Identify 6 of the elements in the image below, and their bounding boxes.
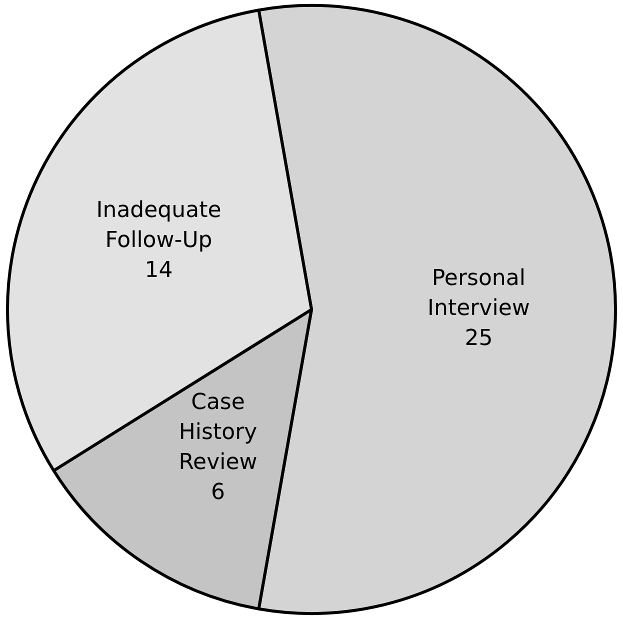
data-label: 6 xyxy=(211,480,226,505)
slice-label: Personal Interview xyxy=(428,266,530,322)
data-label: 25 xyxy=(464,326,493,352)
slice-label: Inadequate Follow-Up xyxy=(96,198,222,254)
data-label: 14 xyxy=(144,258,173,284)
slice-label: Case History Review xyxy=(178,390,258,475)
